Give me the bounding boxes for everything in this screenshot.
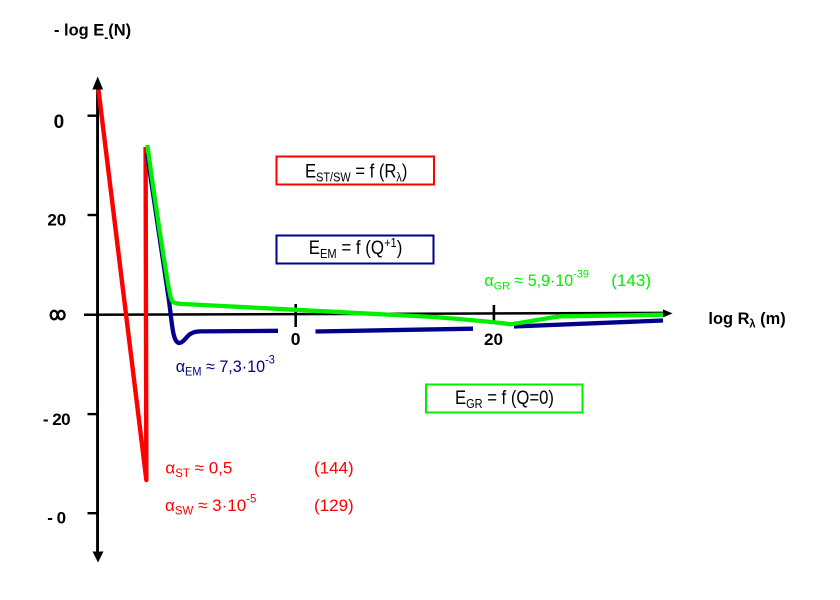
svg-text:log Rλ (m): log Rλ (m) (708, 309, 785, 331)
svg-text:- 20: - 20 (43, 410, 70, 429)
svg-text:αSW ≈ 3·10-5: αSW ≈ 3·10-5 (165, 494, 256, 518)
svg-text:0: 0 (54, 112, 65, 133)
svg-text:0: 0 (291, 329, 301, 349)
svg-text:(143): (143) (611, 271, 651, 290)
svg-text:αGR ≈ 5,9·10-39: αGR ≈ 5,9·10-39 (484, 268, 588, 292)
svg-text:(129): (129) (314, 496, 354, 515)
svg-text:(144): (144) (314, 459, 354, 478)
svg-text:- 0: - 0 (47, 509, 65, 528)
svg-text:EGR = f (Q=0): EGR = f (Q=0) (455, 387, 554, 411)
svg-text:20: 20 (484, 330, 503, 349)
svg-text:20: 20 (47, 211, 66, 230)
